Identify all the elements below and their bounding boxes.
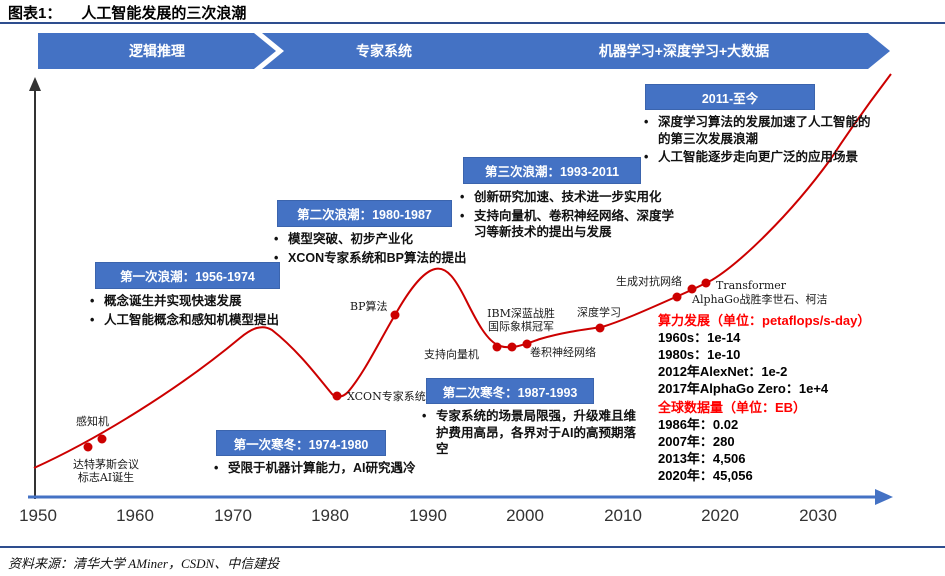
winter2-title-box: 第二次寒冬：1987-1993 (426, 378, 594, 404)
wave2-bullet: 模型突破、初步产业化 (272, 231, 492, 248)
label-xcon: XCON专家系统 (347, 390, 426, 403)
x-tick-2000: 2000 (506, 506, 544, 525)
banner-label: 机器学习+深度学习+大数据 (598, 43, 770, 59)
banner-label: 逻辑推理 (129, 43, 185, 59)
data-volume-line: 2013年：4,506 (658, 451, 746, 466)
wave4-bullet: 深度学习算法的发展加速了人工智能的的第三次发展浪潮 (642, 114, 874, 147)
wave3-title: 第三次浪潮：1993-2011 (484, 165, 620, 179)
wave3-bullet: 支持向量机、卷积神经网络、深度学习等新技术的提出与发展 (458, 208, 676, 241)
dot-deep-blue (507, 342, 517, 352)
banner-expert-systems: 专家系统 (262, 33, 494, 69)
label-dartmouth-line2: 标志AI诞生 (77, 471, 135, 484)
x-tick-1990: 1990 (409, 506, 447, 525)
compute-power-line: 2012年AlexNet：1e-2 (658, 364, 788, 379)
compute-power-stats: 算力发展（单位：petaflops/s-day） 1960s：1e-14 198… (658, 312, 943, 397)
label-deep-learning: 深度学习 (577, 306, 621, 319)
compute-power-title: 算力发展（单位：petaflops/s-day） (658, 313, 871, 328)
label-dartmouth-line1: 达特茅斯会议 (73, 458, 139, 471)
dot-deep-learning (595, 323, 605, 333)
data-volume-line: 2020年：45,056 (658, 468, 753, 483)
data-volume-title: 全球数据量（单位：EB） (658, 400, 807, 415)
wave4-title: 2011-至今 (701, 91, 759, 106)
dot-svm (492, 342, 502, 352)
label-deep-blue-line2: 国际象棋冠军 (488, 320, 554, 333)
label-cnn: 卷积神经网络 (530, 346, 596, 359)
wave2-title: 第二次浪潮：1980-1987 (297, 208, 432, 222)
wave3-bullet: 创新研究加速、技术进一步实用化 (458, 189, 676, 206)
winter2-title: 第二次寒冬：1987-1993 (442, 385, 578, 400)
compute-power-line: 1980s：1e-10 (658, 347, 741, 362)
wave2-bullets: 模型突破、初步产业化 XCON专家系统和BP算法的提出 (272, 231, 492, 268)
winter2-bullets: 专家系统的场景局限强，升级难且维护费用高昂，各界对于AI的高预期落空 (420, 408, 638, 460)
wave3-bullets: 创新研究加速、技术进一步实用化 支持向量机、卷积神经网络、深度学习等新技术的提出… (458, 189, 676, 243)
wave4-bullets: 深度学习算法的发展加速了人工智能的的第三次发展浪潮 人工智能逐步走向更广泛的应用… (642, 114, 874, 168)
compute-power-line: 2017年AlphaGo Zero：1e+4 (658, 381, 829, 396)
banner-logic-reasoning: 逻辑推理 (38, 33, 276, 69)
wave1-title-box: 第一次浪潮：1956-1974 (95, 262, 280, 289)
x-tick-1980: 1980 (311, 506, 349, 525)
winter2-bullet: 专家系统的场景局限强，升级难且维护费用高昂，各界对于AI的高预期落空 (420, 408, 638, 458)
x-tick-2030: 2030 (799, 506, 837, 525)
label-deep-blue-line1: IBM深蓝战胜 (487, 307, 555, 320)
dot-dartmouth (83, 442, 93, 452)
winter1-bullets: 受限于机器计算能力，AI研究遇冷 (212, 460, 457, 479)
dot-perceptron (97, 434, 107, 444)
wave2-bullet: XCON专家系统和BP算法的提出 (272, 250, 492, 267)
label-gan: 生成对抗网络 (616, 275, 682, 288)
label-dartmouth: 达特茅斯会议 标志AI诞生 (58, 458, 154, 484)
x-tick-2010: 2010 (604, 506, 642, 525)
dot-gan (672, 292, 682, 302)
label-perceptron: 感知机 (76, 415, 109, 428)
wave1-title: 第一次浪潮：1956-1974 (120, 270, 255, 284)
wave2-title-box: 第二次浪潮：1980-1987 (277, 200, 452, 227)
y-axis-arrowhead (29, 77, 41, 91)
figure-number: 图表1： (8, 5, 62, 22)
wave4-bullet: 人工智能逐步走向更广泛的应用场景 (642, 149, 874, 166)
x-axis-arrowhead (875, 489, 893, 505)
winter1-title-box: 第一次寒冬：1974-1980 (216, 430, 386, 456)
x-tick-1950: 1950 (19, 506, 57, 525)
label-transformer: Transformer (716, 279, 787, 292)
dot-xcon (332, 391, 342, 401)
dot-bp (390, 310, 400, 320)
label-alphago: AlphaGo战胜李世石、柯洁 (692, 293, 828, 306)
title-divider (0, 22, 945, 24)
wave4-title-box: 2011-至今 (645, 84, 815, 110)
winter1-title: 第一次寒冬：1974-1980 (233, 437, 369, 452)
label-svm: 支持向量机 (424, 348, 479, 361)
label-bp: BP算法 (350, 300, 388, 313)
data-volume-stats: 全球数据量（单位：EB） 1986年：0.02 2007年：280 2013年：… (658, 399, 943, 484)
data-volume-line: 2007年：280 (658, 434, 735, 449)
data-volume-line: 1986年：0.02 (658, 417, 739, 432)
figure-title: 人工智能发展的三次浪潮 (81, 5, 247, 22)
x-tick-2020: 2020 (701, 506, 739, 525)
dot-transformer (701, 278, 711, 288)
wave1-bullet: 人工智能概念和感知机模型提出 (88, 312, 338, 329)
compute-power-line: 1960s：1e-14 (658, 330, 741, 345)
banner-label: 专家系统 (356, 43, 412, 59)
wave1-bullet: 概念诞生并实现快速发展 (88, 293, 338, 310)
x-tick-1960: 1960 (116, 506, 154, 525)
banner-ml-dl-bigdata: 机器学习+深度学习+大数据 (466, 33, 890, 69)
page-title: 图表1： 人工智能发展的三次浪潮 (8, 2, 246, 23)
winter1-bullet: 受限于机器计算能力，AI研究遇冷 (212, 460, 457, 477)
source-note: 资料来源：清华大学 AMiner，CSDN、中信建投 (8, 556, 280, 571)
x-tick-1970: 1970 (214, 506, 252, 525)
footer-divider (0, 546, 945, 548)
wave1-bullets: 概念诞生并实现快速发展 人工智能概念和感知机模型提出 (88, 293, 338, 330)
label-deep-blue: IBM深蓝战胜 国际象棋冠军 (478, 307, 564, 333)
wave3-title-box: 第三次浪潮：1993-2011 (463, 157, 641, 184)
